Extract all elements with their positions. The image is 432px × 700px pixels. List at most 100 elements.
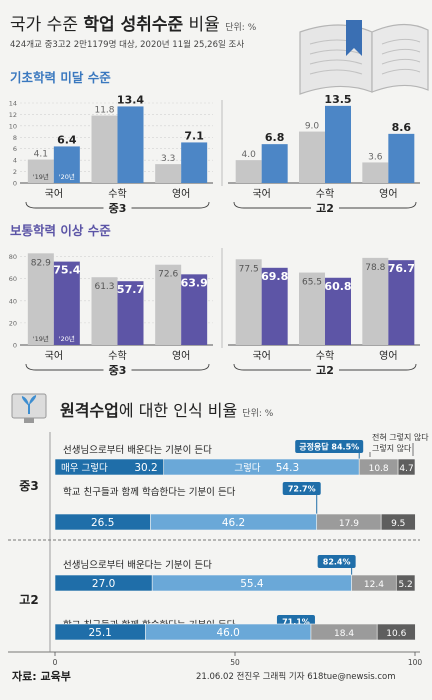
positive-badge (317, 555, 356, 568)
value-label-2019: 65.5 (302, 278, 322, 288)
segment-value-label: 25.1 (88, 627, 111, 639)
bar-2019 (235, 160, 262, 183)
value-label-2020: 13.4 (117, 93, 144, 106)
remote-unit: 단위: % (242, 409, 274, 419)
remote-title-bold: 원격수업 (60, 401, 119, 420)
stacked-segment (395, 574, 416, 592)
bar-2020 (181, 274, 208, 345)
segment-value-label: 30.2 (134, 462, 157, 474)
tick-label: 0 (13, 180, 17, 188)
bar-2020 (53, 146, 80, 183)
bar-2019 (27, 253, 54, 345)
segment-value-label: 54.3 (276, 462, 299, 474)
segment-value-label: 55.4 (240, 578, 264, 590)
value-label-2020: 6.4 (57, 133, 77, 146)
positive-badge (295, 440, 364, 453)
value-label-2019: 61.3 (94, 282, 114, 292)
value-label-2020: 63.9 (181, 276, 208, 289)
subject-label: 영어 (379, 350, 397, 362)
bar-2020 (388, 133, 415, 183)
subject-label: 수학 (316, 350, 334, 362)
bar-2020 (261, 267, 288, 345)
value-label-2019: 9.0 (305, 122, 320, 132)
legend-yes-label: 그렇다 (234, 463, 260, 474)
basic-section-title: 기초학력 미달 수준 (10, 70, 111, 85)
bar-2020 (117, 106, 144, 183)
title-bold: 학업 성취수준 (83, 15, 184, 35)
positive-badge-label: 긍정응답 84.5% (299, 442, 359, 452)
grade-bracket (233, 201, 417, 209)
bar-2019 (91, 277, 118, 345)
value-label-2019: 72.6 (158, 270, 178, 280)
subject-label: 수학 (108, 188, 126, 200)
positive-badge-label: 72.7% (288, 485, 316, 494)
positive-badge (282, 482, 321, 495)
bar-2019 (235, 259, 262, 345)
question-text: 선생님으로부터 배운다는 기분이 든다 (63, 560, 212, 571)
value-label-2019: 4.1 (34, 150, 48, 160)
x-tick-label: 0 (53, 658, 58, 667)
x-tick-label: 100 (408, 658, 423, 667)
tick-label: 40 (9, 297, 17, 305)
tick-label: 0 (13, 342, 17, 350)
bar-2020 (325, 277, 351, 345)
bar-2019 (155, 164, 182, 183)
year-label-2020: '20년 (59, 334, 75, 343)
remote-title: 원격수업에 대한 인식 비율 단위: % (60, 397, 273, 421)
bar-2019 (362, 257, 389, 345)
value-label-2020: 6.8 (265, 131, 285, 144)
question-text: 학교 친구들과 함께 학습한다는 기분이 든다 (63, 487, 236, 498)
tick-label: 6 (13, 145, 17, 153)
tick-label: 4 (13, 157, 17, 165)
value-label-2020: 57.7 (117, 283, 144, 296)
x-tick-label: 50 (230, 658, 240, 667)
value-label-2019: 82.9 (31, 258, 51, 268)
tick-label: 14 (9, 100, 17, 108)
segment-value-label: 10.8 (369, 464, 389, 474)
tick-label: 20 (9, 319, 17, 327)
segment-value-label: 46.0 (216, 627, 239, 639)
grade-label: 중3 (109, 364, 127, 377)
subtitle: 424개교 중3고2 2만1179명 대상, 2020년 11월 25,26일 … (10, 40, 245, 50)
segment-value-label: 5.2 (398, 580, 412, 590)
value-label-2020: 76.7 (388, 262, 415, 275)
bar-2020 (261, 144, 288, 183)
legend-not: 그렇지 않다 (372, 443, 412, 453)
tick-label: 80 (9, 253, 17, 261)
value-label-2020: 69.8 (261, 270, 288, 283)
value-label-2020: 7.1 (184, 129, 204, 142)
value-label-2019: 78.8 (365, 263, 385, 273)
positive-badge-label: 71.1% (282, 618, 310, 627)
value-label-2019: 3.6 (368, 152, 383, 162)
bar-2019 (362, 162, 389, 183)
segment-value-label: 9.5 (391, 519, 405, 529)
question-text: 선생님으로부터 배운다는 기분이 든다 (63, 445, 212, 456)
bar-2020 (325, 105, 351, 183)
grade-label: 고2 (316, 364, 334, 377)
year-label-2020: '20년 (59, 172, 75, 181)
bar-2019 (27, 159, 54, 183)
bar-2020 (181, 142, 208, 183)
grade-bracket (233, 363, 417, 371)
segment-value-label: 26.5 (91, 517, 114, 529)
bar-2020 (117, 281, 144, 345)
value-label-2019: 4.0 (242, 150, 257, 160)
stacked-segment (163, 458, 360, 476)
bar-2019 (155, 264, 182, 345)
source: 자료: 교육부 (12, 670, 71, 683)
subject-label: 영어 (172, 350, 190, 362)
year-label-2019: '19년 (33, 334, 49, 343)
remote-title-post: 에 대한 인식 비율 (118, 401, 238, 420)
grade-label: 중3 (19, 479, 38, 493)
segment-value-label: 12.4 (364, 580, 384, 590)
segment-value-label: 4.7 (399, 464, 413, 474)
value-label-2019: 3.3 (161, 154, 175, 164)
tick-label: 12 (9, 111, 17, 119)
grade-bracket (25, 201, 210, 209)
legend-very-label: 매우 그렇다 (61, 463, 108, 474)
bar-2019 (91, 115, 118, 183)
legend-not-at-all: 전혀 그렇지 않다 (372, 432, 429, 442)
